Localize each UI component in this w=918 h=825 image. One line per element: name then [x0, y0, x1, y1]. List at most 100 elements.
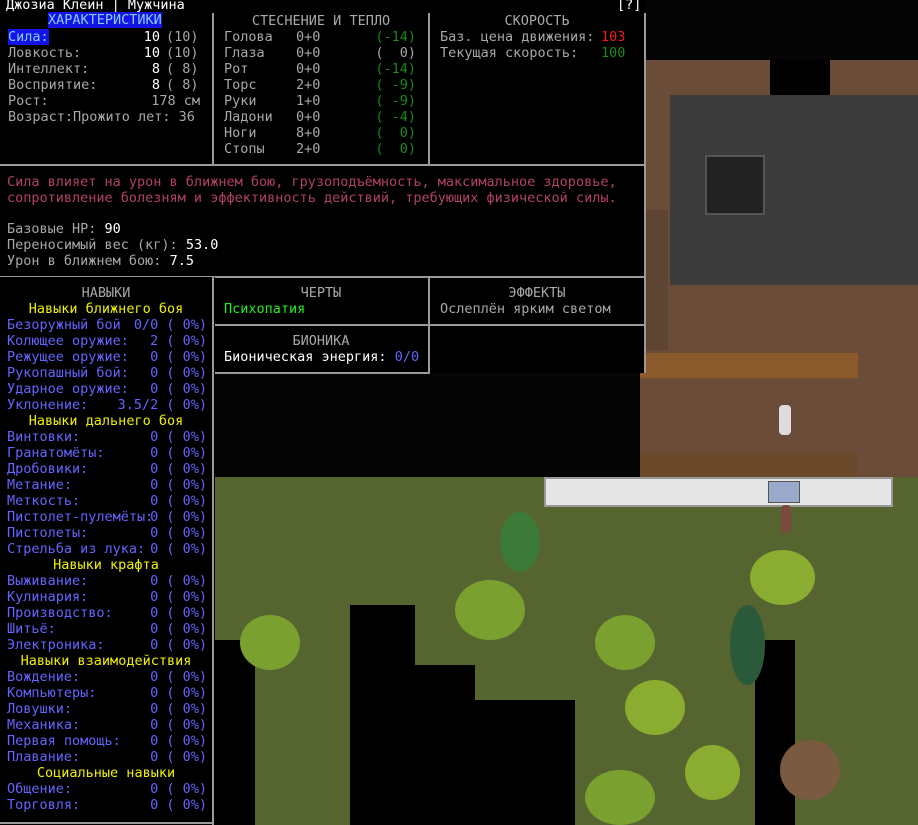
- warmth-value: ( -9): [375, 77, 416, 93]
- skill-name[interactable]: Стрельба из лука:: [7, 541, 146, 557]
- npc-character[interactable]: [781, 505, 791, 533]
- description-line: Сила влияет на урон в ближнем бою, грузо…: [7, 174, 617, 190]
- skill-level: 0 ( 0%): [150, 589, 207, 605]
- body-part[interactable]: Ноги: [224, 125, 257, 141]
- encumbrance-value: 0+0: [296, 29, 321, 45]
- skill-name[interactable]: Производство:: [7, 605, 113, 621]
- skill-name[interactable]: Вождение:: [7, 669, 81, 685]
- skill-name[interactable]: Электроника:: [7, 637, 105, 653]
- encumbrance-title: СТЕСНЕНИЕ И ТЕПЛО: [251, 13, 391, 29]
- body-part[interactable]: Руки: [224, 93, 257, 109]
- body-part[interactable]: Стопы: [224, 141, 265, 157]
- skill-name[interactable]: Ударное оружие:: [7, 381, 129, 397]
- skill-group-header: Навыки ближнего боя: [28, 301, 184, 317]
- height-label[interactable]: Рост:: [8, 93, 49, 109]
- stats-title[interactable]: ХАРАКТЕРИСТИКИ: [48, 12, 162, 28]
- trait-item[interactable]: Психопатия: [224, 301, 306, 317]
- roof-dark: [770, 60, 830, 95]
- tree: [500, 512, 540, 572]
- effect-item[interactable]: Ослеплён ярким светом: [440, 301, 611, 317]
- stat-label[interactable]: Ловкость:: [8, 45, 82, 61]
- stat-label[interactable]: Сила:: [8, 29, 49, 45]
- warmth-value: ( 0): [375, 141, 416, 157]
- shelf: [705, 155, 765, 215]
- skill-name[interactable]: Меткость:: [7, 493, 81, 509]
- skill-name[interactable]: Первая помощь:: [7, 733, 121, 749]
- skill-level: 0 ( 0%): [150, 461, 207, 477]
- body-part[interactable]: Рот: [224, 61, 249, 77]
- bionics-title: БИОНИКА: [292, 333, 350, 349]
- speed-label: Текущая скорость:: [440, 45, 579, 61]
- stat-label[interactable]: Восприятие:: [8, 77, 98, 93]
- divider: [0, 822, 214, 824]
- body-part[interactable]: Глаза: [224, 45, 265, 61]
- dark-patch: [215, 640, 255, 825]
- skill-level: 0 ( 0%): [150, 685, 207, 701]
- skill-level: 0 ( 0%): [150, 797, 207, 813]
- skill-name[interactable]: Дробовики:: [7, 461, 89, 477]
- skill-group-header: Навыки дальнего боя: [28, 413, 184, 429]
- skill-name[interactable]: Плавание:: [7, 749, 81, 765]
- bionic-power-label: Бионическая энергия:: [224, 349, 387, 365]
- skill-name[interactable]: Колющее оружие:: [7, 333, 129, 349]
- tree: [750, 550, 815, 605]
- skill-name[interactable]: Компьютеры:: [7, 685, 97, 701]
- divider: [212, 324, 646, 326]
- skill-level: 0 ( 0%): [150, 621, 207, 637]
- skill-level: 2 ( 0%): [150, 333, 207, 349]
- height-value: 178 см: [151, 93, 200, 109]
- skill-name[interactable]: Общение:: [7, 781, 73, 797]
- skill-name[interactable]: Пистолеты:: [7, 525, 89, 541]
- warmth-value: ( 0): [375, 125, 416, 141]
- move-cost-label: Баз. цена движения:: [440, 29, 595, 45]
- window: [768, 481, 800, 503]
- dark-patch: [755, 640, 795, 825]
- skill-level: 0 ( 0%): [150, 429, 207, 445]
- body-part[interactable]: Торс: [224, 77, 257, 93]
- skill-name[interactable]: Гранатомёты:: [7, 445, 105, 461]
- skill-level: 3.5/2 ( 0%): [117, 397, 207, 413]
- stat-base: ( 8): [166, 77, 199, 93]
- warmth-value: ( -9): [375, 93, 416, 109]
- skill-level: 0 ( 0%): [150, 669, 207, 685]
- skill-name[interactable]: Ловушки:: [7, 701, 73, 717]
- warmth-value: ( 0): [375, 45, 416, 61]
- counter-bottom: [640, 452, 858, 477]
- speed-title: СКОРОСТЬ: [504, 13, 570, 29]
- skill-name[interactable]: Рукопашный бой:: [7, 365, 129, 381]
- age[interactable]: Возраст:Прожито лет: 36: [8, 109, 195, 125]
- player-character[interactable]: [779, 405, 791, 435]
- base-hp-value: 90: [104, 221, 121, 237]
- skill-name[interactable]: Шитьё:: [7, 621, 56, 637]
- carry-weight-value: 53.0: [185, 237, 219, 253]
- skill-name[interactable]: Винтовки:: [7, 429, 81, 445]
- skill-name[interactable]: Торговля:: [7, 797, 81, 813]
- stat-base: (10): [166, 29, 199, 45]
- skill-name[interactable]: Уклонение:: [7, 397, 89, 413]
- stat-value: 8: [151, 77, 160, 93]
- body-part[interactable]: Ладони: [224, 109, 273, 125]
- stat-label[interactable]: Интеллект:: [8, 61, 90, 77]
- melee-damage-value: 7.5: [169, 253, 194, 269]
- help-button[interactable]: [?]: [617, 0, 642, 13]
- skill-name[interactable]: Метание:: [7, 477, 73, 493]
- bionic-power[interactable]: Бионическая энергия: 0/0: [224, 349, 419, 365]
- skill-level: 0/0 ( 0%): [133, 317, 207, 333]
- base-hp: Базовые HP: 90: [7, 221, 121, 237]
- divider: [428, 13, 430, 165]
- skill-name[interactable]: Выживание:: [7, 573, 89, 589]
- skill-level: 0 ( 0%): [150, 541, 207, 557]
- skill-name[interactable]: Пистолет-пулемёты:: [7, 509, 154, 525]
- building-wall: [544, 477, 893, 507]
- skill-name[interactable]: Безоружный бой: [7, 317, 121, 333]
- skill-level: 0 ( 0%): [150, 493, 207, 509]
- skill-name[interactable]: Режущее оружие:: [7, 349, 129, 365]
- body-part[interactable]: Голова: [224, 29, 273, 45]
- skill-group-header: Навыки крафта: [53, 557, 159, 573]
- skill-level: 0 ( 0%): [150, 781, 207, 797]
- carry-weight-label: Переносимый вес (кг):: [7, 237, 178, 253]
- skill-level: 0 ( 0%): [150, 525, 207, 541]
- skill-name[interactable]: Механика:: [7, 717, 81, 733]
- skill-level: 0 ( 0%): [150, 733, 207, 749]
- skill-name[interactable]: Кулинария:: [7, 589, 89, 605]
